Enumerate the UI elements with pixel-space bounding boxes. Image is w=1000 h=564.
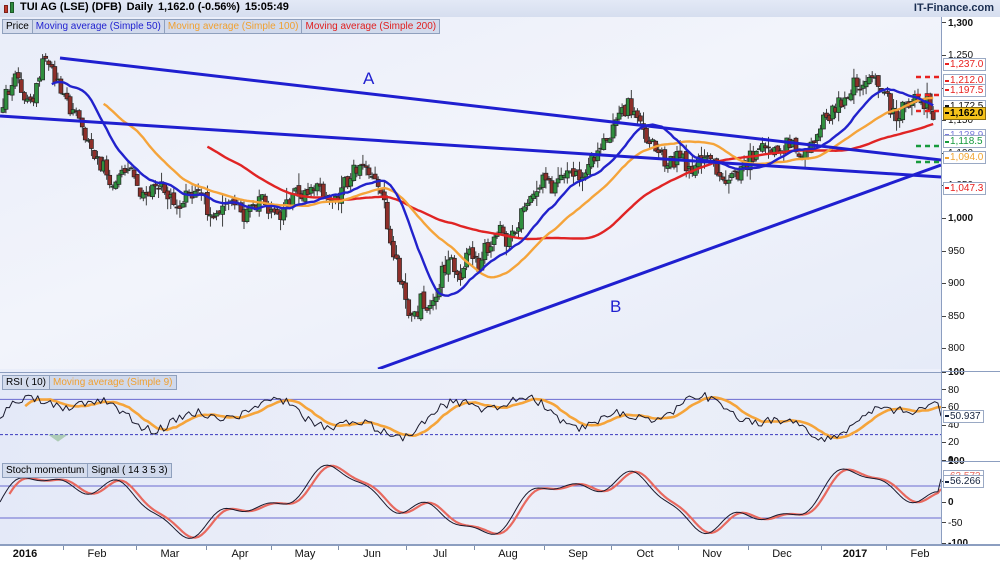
price-tick: 950 — [942, 246, 965, 257]
trendline-a — [59, 56, 941, 162]
quote-time-label: 15:05:49 — [244, 1, 289, 13]
time-tick: Apr — [231, 548, 249, 560]
legend-stoch-signal[interactable]: Signal ( 14 3 5 3) — [87, 463, 172, 478]
price-tick: 1,250 — [942, 50, 973, 61]
time-tick: 2016 — [12, 548, 38, 560]
trendline-label-b[interactable]: B — [610, 297, 622, 316]
stoch-tick: -100 — [942, 538, 968, 549]
legend-rsi-ma[interactable]: Moving average (Simple 9) — [49, 375, 177, 390]
instrument-name: TUI AG (LSE) (DFB) — [20, 1, 122, 13]
price-tick: 800 — [942, 343, 965, 354]
time-tick: Dec — [772, 548, 792, 560]
time-tick: May — [294, 548, 316, 560]
price-tick: 1,300 — [942, 18, 973, 29]
price-axis[interactable]: 8008509009501,0001,0501,1001,1501,2001,2… — [941, 17, 1000, 549]
legend-stoch[interactable]: Stoch momentum — [2, 463, 89, 478]
time-tick: Mar — [160, 548, 180, 560]
time-tick: Jun — [363, 548, 381, 560]
rsi-tick: 60 — [942, 402, 959, 413]
price-legend: Price Moving average (Simple 50) Moving … — [2, 19, 441, 34]
time-axis[interactable]: 2016 Feb Mar Apr May Jun Jul Aug Sep Oct Nov Dec 201… — [0, 545, 1000, 564]
time-tick: Feb — [910, 548, 930, 560]
price-tick: 1,150 — [942, 115, 973, 126]
price-pane[interactable]: Price Moving average (Simple 50) Moving … — [0, 17, 941, 369]
last-price-label: 1,162.0 (-0.56%) — [157, 1, 240, 13]
price-plot — [0, 17, 941, 369]
instrument-header: TUI AG (LSE) (DFB) Daily 1,162.0 (-0.56%… — [4, 1, 289, 13]
brand-label: IT-Finance.com — [913, 2, 994, 14]
stoch-pane[interactable]: Stoch momentum Signal ( 14 3 5 3) — [0, 461, 941, 545]
time-tick: Aug — [498, 548, 518, 560]
axis-divider-bottom — [941, 544, 1000, 545]
timeframe-label: Daily — [126, 1, 153, 13]
rsi-tick: 0 — [942, 455, 954, 466]
trendline-a2 — [0, 114, 941, 179]
legend-rsi[interactable]: RSI ( 10) — [2, 375, 51, 390]
price-marker[interactable]: 1,237.0 — [943, 58, 987, 72]
time-tick: Sep — [568, 548, 588, 560]
rsi-tick: 40 — [942, 420, 959, 431]
legend-ma200[interactable]: Moving average (Simple 200) — [301, 19, 441, 34]
legend-ma50[interactable]: Moving average (Simple 50) — [31, 19, 165, 34]
price-tick: 850 — [942, 311, 965, 322]
price-marker[interactable]: 1,047.3 — [943, 181, 987, 195]
rsi-pane[interactable]: RSI ( 10) Moving average (Simple 9) — [0, 372, 941, 463]
trendline-label-a[interactable]: A — [363, 69, 375, 88]
time-tick: Jul — [432, 548, 448, 560]
stoch-tick: -50 — [942, 518, 962, 529]
rsi-current-marker[interactable]: 50.937 — [943, 409, 984, 423]
price-marker[interactable]: 1,094.0 — [943, 151, 987, 165]
legend-price[interactable]: Price — [2, 19, 33, 34]
stoch-plot — [0, 464, 941, 539]
rsi-plot — [0, 392, 941, 443]
stoch-tick: 0 — [942, 497, 954, 508]
trendline-b — [377, 163, 941, 369]
price-tick: 1,000 — [942, 213, 973, 224]
stoch-legend: Stoch momentum Signal ( 14 3 5 3) — [2, 463, 172, 478]
price-marker[interactable]: 1,197.5 — [943, 83, 987, 97]
legend-ma100[interactable]: Moving average (Simple 100) — [163, 19, 303, 34]
price-marker[interactable]: 1,118.5 — [943, 135, 986, 149]
rsi-tick: 80 — [942, 385, 959, 396]
time-tick: Feb — [87, 548, 107, 560]
time-tick: Nov — [702, 548, 722, 560]
candlestick-icon — [4, 1, 15, 13]
price-marker[interactable]: 1,162.0 — [943, 106, 987, 120]
title-bar: TUI AG (LSE) (DFB) Daily 1,162.0 (-0.56%… — [0, 0, 1000, 18]
axis-divider-stoch — [941, 461, 1000, 462]
time-tick: Oct — [636, 548, 654, 560]
rsi-tick: 100 — [942, 367, 965, 378]
rsi-legend: RSI ( 10) Moving average (Simple 9) — [2, 375, 177, 390]
time-tick: 2017 — [842, 548, 868, 560]
stoch-marker[interactable]: 56.266 — [943, 475, 984, 489]
rsi-tick: 20 — [942, 437, 959, 448]
axis-divider-rsi — [941, 371, 1000, 372]
price-tick: 900 — [942, 278, 965, 289]
